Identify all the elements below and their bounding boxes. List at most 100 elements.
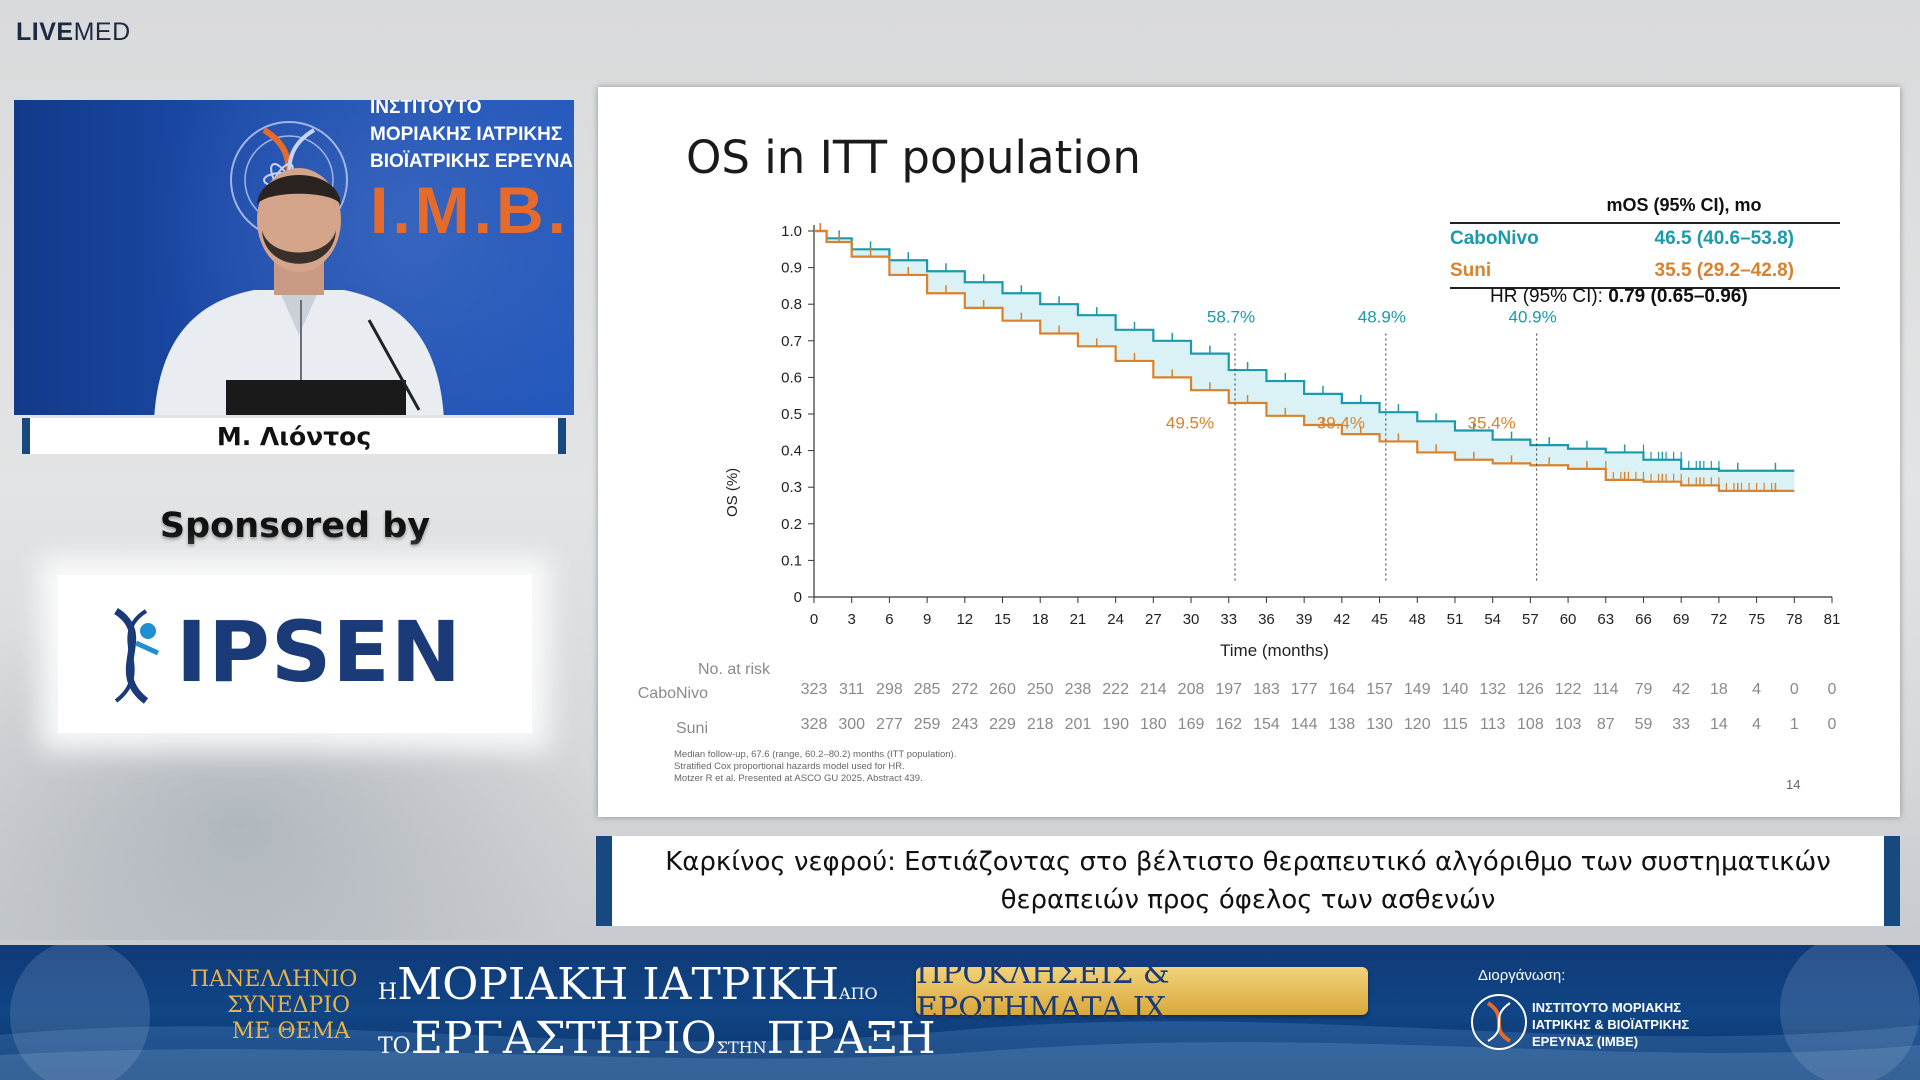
x-tick-label: 27 — [1145, 611, 1162, 628]
at-risk-label-cabonivo: CaboNivo — [637, 685, 708, 702]
series-line-cabonivo — [814, 229, 1795, 472]
km-chart: 00.10.20.30.40.50.60.70.80.91.00 3 6 9 12 15 1… — [781, 223, 1840, 733]
ipsen-dna-icon — [113, 608, 160, 704]
at-risk-cell: 277 — [876, 716, 903, 733]
at-risk-cell: 164 — [1329, 681, 1356, 698]
landmark-label-cabonivo: 58.7% — [1207, 308, 1255, 327]
backdrop-abbr: I.M.B.E — [370, 173, 574, 247]
banner-wave-decoration — [0, 945, 1920, 1080]
banner-left-text: ΠΑΝΕΛΛΗΝΙΟ ΣΥΝΕΔΡΙΟ ΜΕ ΘΕΜΑ — [190, 967, 358, 1044]
y-tick-label: 0.7 — [781, 333, 802, 350]
at-risk-cell: 157 — [1366, 681, 1393, 698]
at-risk-cell: 311 — [839, 681, 865, 698]
legend-value: 46.5 (40.6–53.8) — [1654, 228, 1794, 249]
at-risk-cell: 140 — [1442, 681, 1469, 698]
x-tick-label: 42 — [1334, 611, 1351, 628]
y-tick-label: 0.6 — [781, 369, 802, 386]
at-risk-cell: 33 — [1672, 716, 1690, 733]
y-axis-label: OS (%) — [724, 467, 741, 517]
at-risk-cell: 183 — [1253, 681, 1280, 698]
at-risk-cell: 130 — [1366, 716, 1393, 733]
banner-edition-pill: ΠΡΟΚΛΗΣΕΙΣ & ΕΡΩΤΗΜΑΤΑ IX — [916, 956, 1368, 1026]
at-risk-title: No. at risk — [698, 661, 771, 678]
y-tick-label: 0.5 — [781, 406, 802, 423]
landmark-label-cabonivo: 48.9% — [1358, 308, 1406, 327]
x-tick-label: 9 — [923, 611, 931, 628]
organizer-name: ΙΝΣΤΙΤΟΥΤΟ ΜΟΡΙΑΚΗΣ ΙΑΤΡΙΚΗΣ & ΒΙΟΪΑΤΡΙΚ… — [1532, 1000, 1690, 1049]
sponsored-label: Sponsored by — [159, 506, 431, 546]
at-risk-cell: 180 — [1140, 716, 1167, 733]
organizer-label: Διοργάνωση: — [1478, 967, 1566, 984]
x-tick-label: 0 — [810, 611, 818, 628]
at-risk-cell: 154 — [1253, 716, 1280, 733]
at-risk-cell: 238 — [1065, 681, 1092, 698]
backdrop-text: ΙΝΣΤΙΤΟΥΤΟ ΜΟΡΙΑΚΗΣ ΙΑΤΡΙΚΗΣ ΒΙΟΪΑΤΡΙΚΗΣ… — [370, 100, 574, 172]
at-risk-cell: 177 — [1291, 681, 1318, 698]
livemed-logo: LIVEMED — [16, 18, 131, 46]
landmark-label-suni: 35.4% — [1468, 414, 1516, 433]
speaker-video: ΙΝΣΤΙΤΟΥΤΟ ΜΟΡΙΑΚΗΣ ΙΑΤΡΙΚΗΣ ΒΙΟΪΑΤΡΙΚΗΣ… — [14, 100, 574, 415]
y-tick-label: 0.8 — [781, 296, 802, 313]
at-risk-cell: 103 — [1555, 716, 1582, 733]
x-tick-label: 39 — [1296, 611, 1313, 628]
x-tick-label: 60 — [1560, 611, 1577, 628]
x-tick-label: 63 — [1597, 611, 1614, 628]
at-risk-cell: 285 — [914, 681, 941, 698]
x-tick-label: 3 — [848, 611, 856, 628]
x-tick-label: 69 — [1673, 611, 1690, 628]
banner-title-line-1: ΗΜΟΡΙΑΚΗ ΙΑΤΡΙΚΗΑΠΟ — [378, 959, 878, 1010]
at-risk-cell: 120 — [1404, 716, 1431, 733]
banner-title-line-2: ΤΟΕΡΓΑΣΤΗΡΙΟΣΤΗΝΠΡΑΞΗ — [378, 1013, 936, 1064]
at-risk-cell: 126 — [1517, 681, 1544, 698]
y-tick-label: 0.1 — [781, 552, 802, 569]
y-tick-label: 0.9 — [781, 260, 802, 277]
x-tick-label: 66 — [1635, 611, 1652, 628]
series-line-suni — [814, 229, 1795, 492]
at-risk-cell: 79 — [1635, 681, 1653, 698]
at-risk-cell: 132 — [1479, 681, 1506, 698]
at-risk-cell: 115 — [1442, 716, 1468, 733]
y-tick-label: 0.3 — [781, 479, 802, 496]
legend-name: CaboNivo — [1450, 228, 1539, 249]
x-tick-label: 18 — [1032, 611, 1049, 628]
landmark-label-suni: 49.5% — [1166, 414, 1214, 433]
at-risk-cell: 190 — [1102, 716, 1129, 733]
legend-value: 35.5 (29.2–42.8) — [1654, 260, 1794, 281]
at-risk-cell: 323 — [801, 681, 828, 698]
y-tick-label: 1.0 — [781, 223, 802, 240]
imbe-logo-icon — [1471, 994, 1527, 1050]
y-tick-label: 0 — [794, 589, 802, 606]
presentation-slide: OS in ITT population 0 0.1 0.2 0.3 0.4 0.5 0.6… — [598, 87, 1900, 817]
x-tick-label: 30 — [1183, 611, 1200, 628]
session-topic: Καρκίνος νεφρού: Εστιάζοντας στο βέλτιστ… — [596, 836, 1900, 926]
slide-title: OS in ITT population — [686, 131, 1141, 184]
at-risk-cell: 1 — [1790, 716, 1799, 733]
at-risk-cell: 0 — [1790, 681, 1799, 698]
at-risk-cell: 169 — [1178, 716, 1205, 733]
at-risk-cell: 59 — [1635, 716, 1653, 733]
legend-header: mOS (95% CI), mo — [1606, 195, 1762, 215]
at-risk-cell: 0 — [1828, 681, 1837, 698]
y-tick-label: 0.2 — [781, 516, 802, 533]
at-risk-cell: 4 — [1752, 681, 1761, 698]
legend-name: Suni — [1450, 260, 1492, 281]
at-risk-cell: 208 — [1178, 681, 1205, 698]
x-tick-label: 15 — [994, 611, 1011, 628]
at-risk-cell: 149 — [1404, 681, 1431, 698]
at-risk-cell: 214 — [1140, 681, 1167, 698]
ipsen-wordmark: IPSEN — [176, 603, 462, 701]
x-tick-label: 12 — [956, 611, 973, 628]
at-risk-cell: 229 — [989, 716, 1016, 733]
at-risk-cell: 162 — [1215, 716, 1242, 733]
slide-footnote: Median follow-up, 67.6 (range, 60.2–80.2… — [674, 749, 957, 784]
at-risk-cell: 218 — [1027, 716, 1054, 733]
at-risk-cell: 14 — [1710, 716, 1728, 733]
x-tick-label: 78 — [1786, 611, 1803, 628]
topic-line-2: θεραπειών προς όφελος των ασθενών — [1000, 885, 1496, 915]
x-tick-label: 75 — [1748, 611, 1765, 628]
x-tick-label: 54 — [1484, 611, 1501, 628]
at-risk-cell: 144 — [1291, 716, 1318, 733]
at-risk-cell: 300 — [838, 716, 865, 733]
at-risk-cell: 243 — [951, 716, 978, 733]
legend-hazard-ratio: HR (95% CI): 0.79 (0.65–0.96) — [1490, 286, 1748, 307]
